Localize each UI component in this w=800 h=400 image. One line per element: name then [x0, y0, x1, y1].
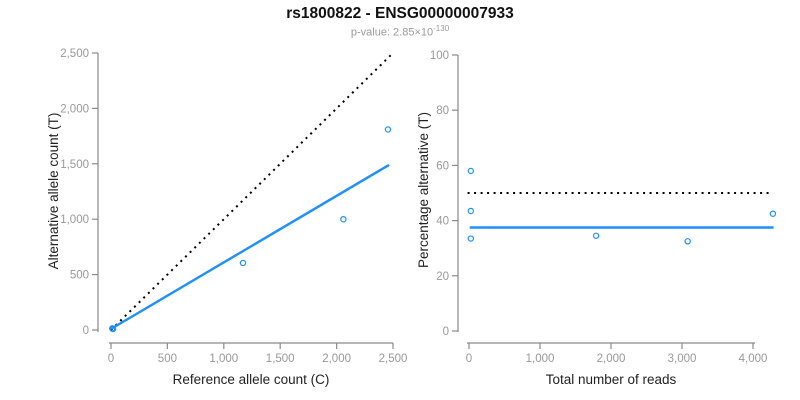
- y-tick-label: 80: [436, 105, 449, 117]
- y-tick-label: 100: [430, 50, 449, 62]
- data-point: [340, 215, 347, 223]
- data-point: [467, 167, 474, 175]
- x-axis-title: Reference allele count (C): [173, 372, 330, 387]
- figure-subtitle: p-value: 2.85×10-130: [0, 24, 800, 39]
- x-tick-label: 4,000: [739, 353, 768, 365]
- data-point: [109, 325, 117, 333]
- y-tick-label: 40: [436, 216, 449, 228]
- y-axis-title: Percentage alternative (T): [416, 112, 431, 268]
- identity-line: [110, 52, 394, 331]
- data-point: [769, 210, 777, 217]
- x-tick-label: 2,500: [379, 353, 408, 365]
- y-tick-label: 1,000: [60, 214, 89, 226]
- x-tick-label: 1,000: [209, 353, 238, 365]
- p-value-text: p-value: 2.85×10: [350, 26, 434, 39]
- y-tick-label: 60: [436, 160, 449, 172]
- x-tick-label: 1,500: [266, 353, 295, 365]
- data-point: [239, 259, 247, 267]
- x-tick-label: 1,000: [526, 353, 555, 365]
- figure-title: rs1800822 - ENSG00000007933: [286, 5, 514, 22]
- y-tick-label: 0: [83, 325, 89, 337]
- x-tick-label: 0: [466, 353, 472, 365]
- x-tick-label: 3,000: [668, 353, 697, 365]
- right-scatter-panel: 0 20 40 60 80 100 0 1,000 2,000 3,000 4,000 Total n…: [416, 50, 777, 387]
- y-tick-label: 2,500: [60, 48, 89, 60]
- x-tick-label: 0: [108, 353, 114, 365]
- data-point: [467, 235, 474, 242]
- y-tick-label: 1,500: [60, 159, 89, 171]
- x-tick-label: 2,000: [597, 353, 626, 365]
- y-axis-title: Alternative allele count (T): [46, 113, 61, 270]
- left-scatter-panel: 0 500 1,000 1,500 2,000 2,500 0 500 1,000 1,500 2,…: [46, 48, 407, 387]
- y-tick-label: 500: [70, 270, 89, 282]
- x-tick-label: 2,000: [322, 353, 351, 365]
- data-point: [684, 238, 691, 245]
- fit-line: [110, 163, 390, 330]
- data-point: [467, 207, 474, 215]
- y-tick-label: 20: [436, 271, 449, 283]
- data-point: [384, 126, 392, 133]
- y-tick-label: 2,000: [60, 103, 89, 115]
- data-point: [592, 232, 600, 239]
- x-tick-label: 500: [158, 353, 177, 365]
- p-value-exponent: -130: [433, 24, 450, 33]
- x-axis-title: Total number of reads: [546, 372, 677, 387]
- y-tick-label: 0: [443, 326, 449, 338]
